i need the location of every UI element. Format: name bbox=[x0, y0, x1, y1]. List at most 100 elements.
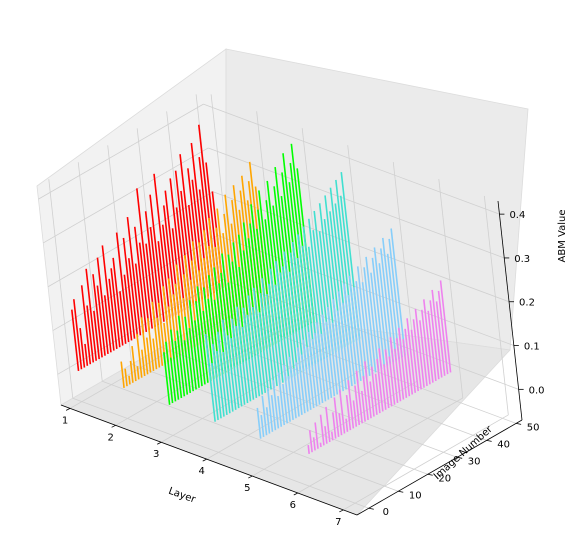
bar bbox=[345, 418, 349, 432]
bar bbox=[333, 397, 340, 437]
bar bbox=[152, 338, 158, 370]
bar bbox=[194, 320, 203, 387]
bar bbox=[308, 430, 313, 453]
bar bbox=[429, 300, 440, 380]
bar bbox=[296, 347, 306, 414]
bar bbox=[355, 370, 364, 424]
bar bbox=[80, 285, 92, 365]
bar bbox=[283, 251, 299, 375]
bar bbox=[246, 314, 258, 399]
bar bbox=[183, 340, 192, 393]
bar bbox=[129, 360, 134, 383]
bar bbox=[326, 306, 339, 395]
bar bbox=[381, 237, 398, 361]
bar bbox=[222, 351, 231, 414]
bar bbox=[414, 308, 425, 388]
y-axis-line bbox=[356, 419, 523, 516]
y-tick-label: 50 bbox=[527, 422, 540, 433]
x-tick-mark bbox=[157, 441, 162, 445]
bar bbox=[265, 407, 271, 434]
x-tick-label: 7 bbox=[335, 517, 341, 528]
bar bbox=[96, 285, 106, 356]
bar bbox=[383, 364, 390, 409]
bar bbox=[277, 396, 283, 427]
bar bbox=[320, 333, 330, 400]
x-tick-mark bbox=[293, 492, 298, 496]
bar bbox=[215, 350, 225, 417]
bar bbox=[122, 237, 136, 339]
bar bbox=[321, 314, 333, 399]
bar bbox=[404, 328, 414, 395]
tick-labels: 1 2 3 4 5 6 7 0 10 20 30 40 50 0.0 0.1 0.2 0.3 0.4 bbox=[62, 210, 545, 528]
bar bbox=[163, 352, 171, 405]
series-layer-5 bbox=[256, 228, 406, 439]
bar bbox=[288, 356, 297, 419]
bar bbox=[362, 376, 369, 421]
z-gridline bbox=[38, 103, 204, 200]
bar bbox=[140, 317, 149, 375]
bar bbox=[289, 252, 305, 371]
bar bbox=[410, 329, 419, 392]
bar bbox=[421, 309, 431, 385]
bar bbox=[204, 334, 216, 422]
bar bbox=[126, 216, 142, 336]
z-gridline bbox=[208, 147, 505, 259]
y-tick-label: 40 bbox=[497, 439, 510, 450]
y-gridline bbox=[102, 380, 399, 492]
bar bbox=[133, 226, 148, 333]
bar bbox=[374, 373, 381, 414]
bar bbox=[356, 266, 371, 376]
bar bbox=[141, 349, 146, 377]
x-gridline bbox=[438, 178, 464, 399]
bar bbox=[266, 294, 278, 387]
bar bbox=[153, 173, 171, 319]
bar bbox=[270, 395, 277, 431]
bar bbox=[136, 333, 143, 378]
y-tick-mark bbox=[427, 473, 433, 476]
y-gridline bbox=[72, 397, 369, 509]
bar bbox=[282, 383, 289, 424]
bar bbox=[268, 283, 281, 385]
y-tick-mark bbox=[368, 507, 374, 510]
bar bbox=[252, 287, 267, 393]
bar bbox=[261, 395, 268, 436]
z-axis-label: ABM Value bbox=[557, 210, 568, 263]
bar bbox=[306, 346, 315, 409]
bar bbox=[431, 289, 443, 378]
bar bbox=[169, 178, 186, 310]
bar bbox=[221, 319, 234, 412]
bar bbox=[275, 260, 290, 380]
x-gridline bbox=[343, 414, 509, 511]
bar bbox=[110, 268, 121, 348]
bar bbox=[230, 337, 240, 409]
bar bbox=[188, 300, 200, 388]
bar bbox=[272, 380, 280, 429]
bar bbox=[325, 321, 336, 397]
bar bbox=[188, 328, 197, 390]
z-tick-label: 0.1 bbox=[524, 342, 540, 353]
bar bbox=[136, 188, 153, 329]
bar bbox=[177, 315, 189, 395]
bar bbox=[136, 366, 140, 380]
x-gridline bbox=[297, 397, 463, 494]
y-tick-mark bbox=[457, 456, 463, 459]
bar bbox=[316, 322, 327, 402]
bar bbox=[352, 400, 358, 427]
y-tick-label: 0 bbox=[383, 507, 389, 518]
bar bbox=[175, 264, 187, 353]
bar bbox=[283, 364, 291, 422]
bar bbox=[345, 394, 352, 431]
bar bbox=[242, 307, 255, 400]
y-tick-mark bbox=[398, 490, 404, 493]
y-tick-label: 20 bbox=[438, 473, 451, 484]
bar bbox=[131, 345, 137, 382]
bar bbox=[314, 332, 324, 404]
bar bbox=[330, 431, 334, 441]
bar bbox=[402, 339, 411, 397]
bar bbox=[331, 322, 342, 393]
bar bbox=[212, 343, 222, 419]
bar bbox=[138, 242, 151, 331]
bar-series bbox=[71, 124, 452, 454]
bar bbox=[277, 372, 286, 426]
x-tick-label: 6 bbox=[290, 500, 296, 511]
